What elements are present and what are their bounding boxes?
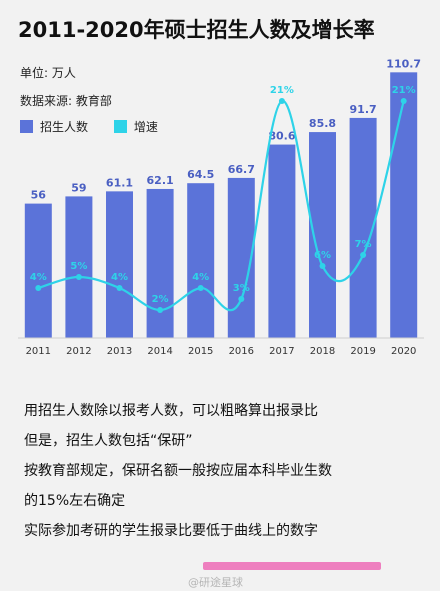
- growth-point-2020: [400, 98, 407, 104]
- growth-point-2011: [35, 285, 42, 291]
- note-line-5: 实际参加考研的学生报录比要低于曲线上的数字: [24, 523, 318, 539]
- notes-block: 用招生人数除以报考人数，可以粗略算出报录比 但是，招生人数包括“保研” 按教育部…: [24, 400, 332, 550]
- growth-point-2012: [75, 274, 82, 280]
- chart-title: 2011-2020年硕士招生人数及增长率: [18, 18, 375, 42]
- bar-label-2012: 59: [71, 181, 86, 194]
- bar-label-2019: 91.7: [350, 103, 377, 116]
- x-tick-2016: 2016: [229, 346, 254, 357]
- growth-point-2017: [278, 98, 285, 104]
- bar-2020: [390, 72, 418, 338]
- legend: 招生人数 增速: [20, 118, 180, 136]
- watermark: @研途星球: [188, 576, 243, 589]
- bar-label-2020: 110.7: [386, 57, 421, 70]
- x-tick-2017: 2017: [269, 346, 294, 357]
- legend-label-growth: 增速: [133, 120, 158, 134]
- bar-label-2014: 62.1: [147, 174, 174, 187]
- x-tick-2011: 2011: [26, 346, 51, 357]
- bar-label-2015: 64.5: [187, 168, 214, 181]
- bar-2011: [24, 203, 52, 338]
- legend-swatch-growth: [113, 120, 127, 133]
- source-label: 数据来源: 教育部: [20, 94, 112, 108]
- growth-label-2017: 21%: [270, 85, 294, 96]
- growth-label-2012: 5%: [70, 261, 87, 272]
- growth-label-2020: 21%: [392, 85, 416, 96]
- legend-item-growth: 增速: [113, 118, 158, 135]
- bar-label-2017: 80.6: [268, 130, 295, 143]
- growth-label-2015: 4%: [192, 272, 209, 283]
- bar-label-2011: 56: [31, 189, 47, 202]
- bar-2015: [187, 183, 215, 338]
- chart-svg: 56 59 61.1 62.1 64.5 66.7 80.6 85.8 91.7 110.7 201…: [18, 57, 424, 357]
- growth-label-2014: 2%: [152, 294, 169, 305]
- legend-swatch-enrollment: [20, 120, 33, 133]
- growth-label-2013: 4%: [111, 272, 128, 283]
- highlight-underline: [203, 562, 381, 570]
- bar-label-2018: 85.8: [309, 117, 336, 130]
- growth-label-2016: 3%: [233, 283, 250, 294]
- x-tick-2019: 2019: [350, 346, 375, 357]
- growth-point-2014: [157, 307, 164, 313]
- growth-point-2019: [360, 252, 367, 258]
- x-tick-2018: 2018: [310, 346, 335, 357]
- bar-2014: [146, 188, 174, 338]
- growth-point-2013: [116, 285, 123, 291]
- note-line-2: 但是，招生人数包括“保研”: [24, 433, 193, 449]
- bar-2013: [106, 191, 133, 338]
- bar-label-2013: 61.1: [106, 176, 133, 189]
- growth-label-2011: 4%: [30, 272, 47, 283]
- growth-label-2018: 6%: [314, 250, 331, 261]
- note-line-4: 的15%左右确定: [24, 493, 126, 509]
- x-tick-2012: 2012: [66, 346, 91, 357]
- bar-2012: [65, 196, 93, 338]
- legend-label-enrollment: 招生人数: [40, 120, 89, 134]
- bar-2017: [268, 144, 296, 338]
- x-tick-2014: 2014: [147, 346, 172, 357]
- x-tick-2015: 2015: [188, 346, 213, 357]
- legend-item-enrollment: 招生人数: [20, 118, 88, 135]
- note-line-1: 用招生人数除以报考人数，可以粗略算出报录比: [24, 403, 318, 419]
- growth-label-2019: 7%: [355, 239, 372, 250]
- growth-point-2018: [319, 263, 326, 269]
- growth-point-2016: [238, 296, 245, 302]
- note-line-3: 按教育部规定，保研名额一般按应届本科毕业生数: [24, 463, 332, 479]
- x-tick-2020: 2020: [391, 346, 416, 357]
- bar-label-2016: 66.7: [228, 163, 255, 176]
- growth-point-2015: [197, 285, 204, 291]
- growth-line: [37, 99, 405, 312]
- unit-label: 单位: 万人: [20, 66, 76, 80]
- x-tick-2013: 2013: [107, 346, 132, 357]
